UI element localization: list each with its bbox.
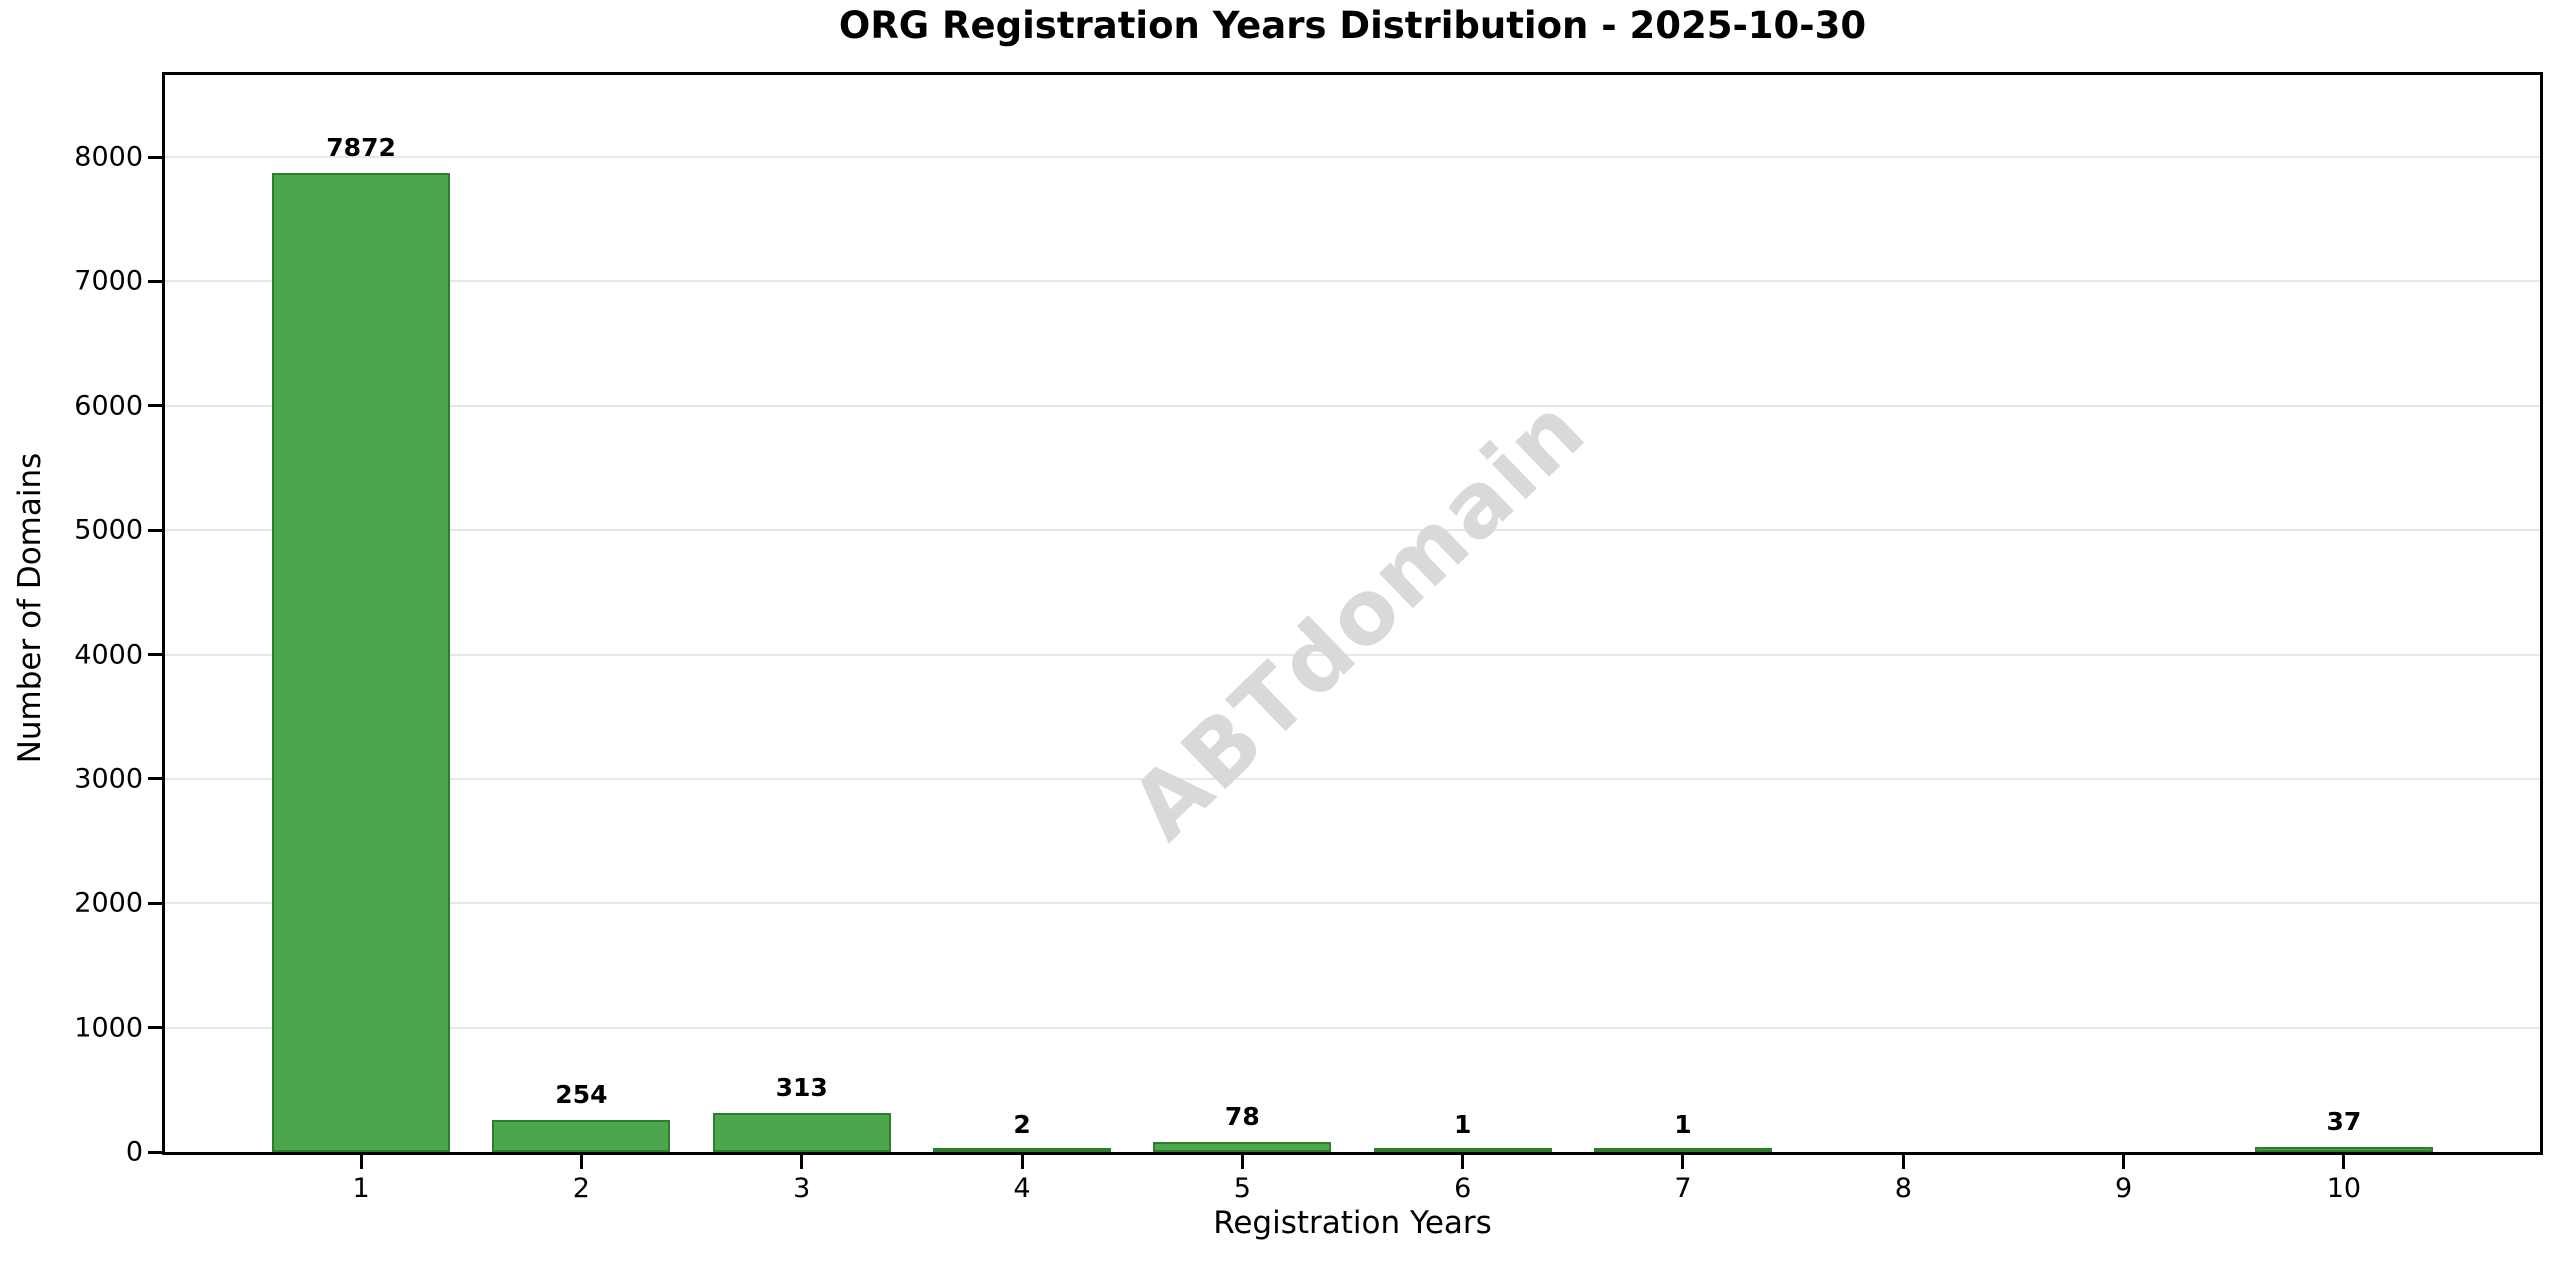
x-tick-label: 8 — [1894, 1173, 1912, 1204]
gridline — [165, 653, 2540, 656]
y-tick-label: 5000 — [74, 514, 143, 546]
x-tick-mark — [1901, 1155, 1905, 1169]
bar — [1153, 1142, 1332, 1152]
gridline — [165, 777, 2540, 780]
gridline — [165, 1026, 2540, 1029]
bar-value-label: 78 — [1224, 1102, 1260, 1132]
bar-value-label: 1 — [1453, 1109, 1472, 1139]
bar-value-label: 254 — [555, 1080, 608, 1110]
x-tick-mark — [1240, 1155, 1244, 1169]
x-tick-mark — [579, 1155, 583, 1169]
gridline — [165, 280, 2540, 283]
x-tick-label: 2 — [572, 1173, 590, 1204]
y-tick-mark — [148, 279, 162, 283]
x-tick-label: 5 — [1233, 1173, 1251, 1204]
bar-value-label: 7872 — [326, 133, 396, 162]
watermark: ABTdomain — [1110, 376, 1606, 860]
x-tick-label: 6 — [1454, 1173, 1472, 1204]
y-axis-label: Number of Domains — [12, 452, 48, 764]
y-tick-label: 0 — [125, 1136, 143, 1168]
y-tick-mark — [148, 1026, 162, 1030]
gridline — [165, 156, 2540, 159]
x-tick-mark — [359, 1155, 363, 1169]
y-tick-mark — [148, 528, 162, 532]
bar — [933, 1148, 1112, 1152]
y-tick-label: 4000 — [74, 639, 143, 671]
x-tick-mark — [1020, 1155, 1024, 1169]
x-tick-mark — [800, 1155, 804, 1169]
gridline — [165, 404, 2540, 407]
y-tick-label: 2000 — [74, 887, 143, 919]
bar-value-label: 2 — [1013, 1109, 1031, 1139]
gridline — [165, 529, 2540, 532]
x-tick-label: 10 — [2326, 1173, 2362, 1204]
x-tick-mark — [1461, 1155, 1465, 1169]
bar — [1593, 1148, 1772, 1152]
x-tick-label: 9 — [2115, 1173, 2133, 1204]
y-tick-mark — [148, 155, 162, 159]
plot-area: ABTdomain 7872 254 313 2 78 1 1 37 — [162, 72, 2543, 1155]
x-tick-label: 3 — [793, 1173, 811, 1204]
chart-title: ORG Registration Years Distribution - 20… — [838, 4, 1867, 47]
y-tick-label: 6000 — [74, 390, 143, 422]
y-tick-label: 7000 — [74, 265, 143, 297]
x-tick-label: 4 — [1013, 1173, 1031, 1204]
y-tick-mark — [148, 1150, 162, 1154]
bar — [272, 173, 451, 1152]
y-tick-mark — [148, 901, 162, 905]
bar-value-label: 1 — [1674, 1109, 1692, 1139]
y-tick-mark — [148, 777, 162, 781]
bar — [2254, 1147, 2433, 1152]
y-tick-mark — [148, 653, 162, 657]
x-tick-mark — [2122, 1155, 2126, 1169]
x-tick-mark — [1681, 1155, 1685, 1169]
bar-value-label: 37 — [2326, 1107, 2362, 1137]
bar — [1373, 1148, 1552, 1152]
x-tick-label: 7 — [1674, 1173, 1692, 1204]
x-tick-label: 1 — [352, 1173, 370, 1204]
gridline — [165, 902, 2540, 905]
x-tick-mark — [2342, 1155, 2346, 1169]
x-axis-label: Registration Years — [1213, 1205, 1492, 1241]
bar-value-label: 313 — [775, 1073, 828, 1103]
bar — [492, 1120, 671, 1152]
bar — [712, 1113, 891, 1152]
y-tick-label: 8000 — [74, 141, 143, 173]
y-tick-label: 1000 — [74, 1012, 143, 1044]
y-tick-mark — [148, 404, 162, 408]
y-tick-label: 3000 — [74, 763, 143, 795]
